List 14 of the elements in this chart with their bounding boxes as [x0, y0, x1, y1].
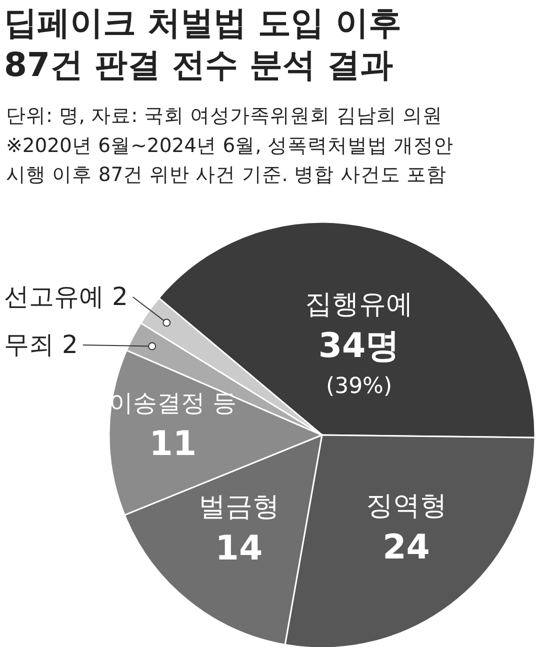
- slice-label: 이송결정 등: [109, 389, 237, 418]
- chart-title: 딥페이크 처벌법 도입 이후 87건 판결 전수 분석 결과: [4, 3, 402, 84]
- slice-label: 벌금형: [198, 492, 280, 523]
- slice-label: 무죄 2: [4, 330, 78, 359]
- data-label: 14: [215, 528, 263, 569]
- data-label: 11: [149, 424, 197, 464]
- data-label: 34명 (39%): [318, 326, 400, 400]
- slice-label: 징역형: [366, 490, 447, 522]
- text: 시행 이후 87건 위반 사건 기준. 병합 사건도 포함: [6, 163, 447, 186]
- text: ※2020년 6월~2024년 6월, 성폭력처벌법 개정안: [6, 134, 454, 157]
- slice-label: 선고유예 2: [4, 282, 128, 311]
- data-label: 24: [382, 528, 430, 568]
- chart-subtitle: 단위: 명, 자료: 국회 여성가족위원회 김남희 의원: [6, 104, 443, 127]
- slice-label: 집행유예: [305, 289, 414, 320]
